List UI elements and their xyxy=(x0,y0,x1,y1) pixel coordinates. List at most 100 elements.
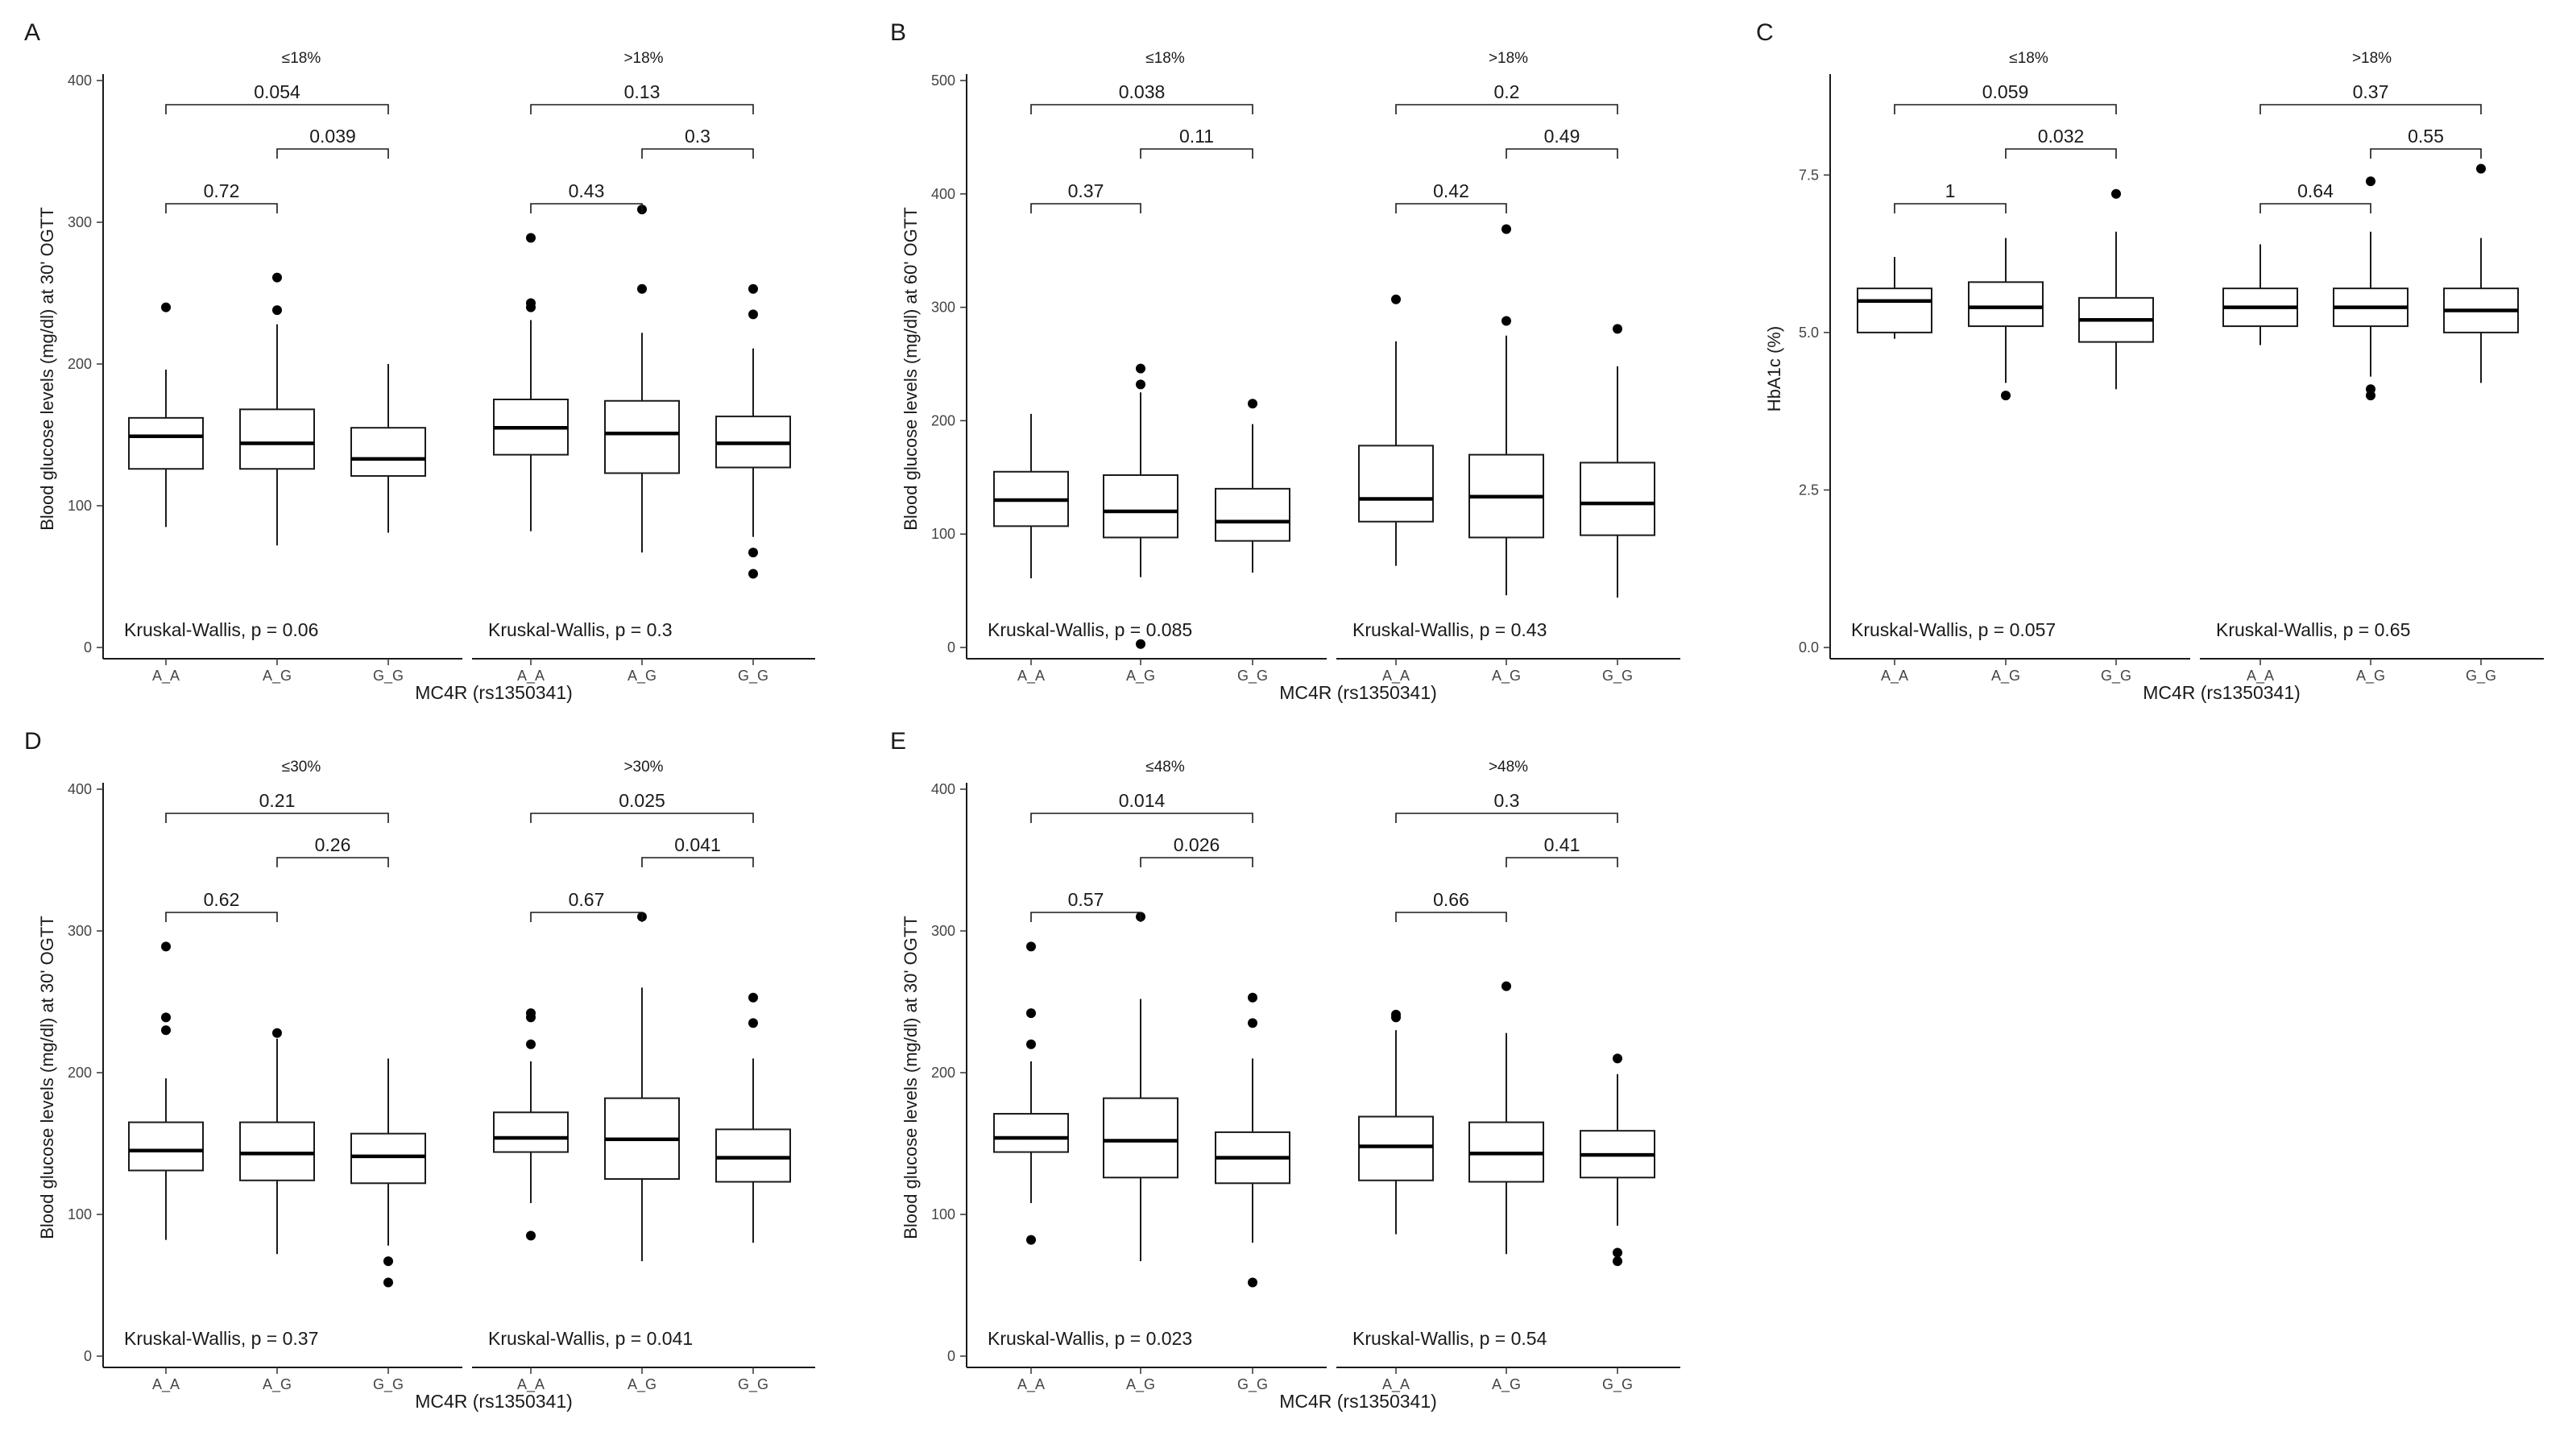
panel-letter: E xyxy=(890,728,906,755)
box-g-g xyxy=(350,1058,426,1288)
iqr-box xyxy=(1358,1115,1434,1181)
y-axis-label: Blood glucose levels (mg/dl) at 30' OGTT xyxy=(37,207,57,531)
y-tick-label: 400 xyxy=(68,781,92,797)
outlier-point xyxy=(272,305,282,316)
y-tick-label: 5.0 xyxy=(1799,325,1819,341)
outlier-point xyxy=(1613,1053,1622,1064)
x-tick-label: G_G xyxy=(1237,1376,1268,1393)
bracket-gg-vs-ag: 0.11 xyxy=(1140,126,1253,159)
p-value-label: 0.67 xyxy=(569,889,605,910)
bracket-ag-vs-aa: 1 xyxy=(1894,180,2007,213)
y-tick-label: 500 xyxy=(931,72,955,89)
p-value-label: 0.72 xyxy=(204,180,240,201)
x-tick-label: G_G xyxy=(1602,1376,1633,1393)
box-a-a xyxy=(1358,294,1434,566)
y-tick-label: 300 xyxy=(68,923,92,939)
p-value-label: 0.032 xyxy=(2038,126,2085,147)
y-tick-label: 100 xyxy=(68,1206,92,1222)
facet-1: ≤48% A_A A_G G_G 0.57 0.026 0.014 Kruskal-Walli… xyxy=(967,759,1327,1393)
bracket-line xyxy=(1030,813,1253,823)
bracket-ag-vs-aa: 0.57 xyxy=(1030,889,1141,922)
bracket-ag-vs-aa: 0.67 xyxy=(530,889,643,922)
outlier-point xyxy=(1391,1009,1401,1020)
box-g-g xyxy=(2443,163,2519,383)
x-tick-label: G_G xyxy=(738,668,768,685)
y-tick-label: 400 xyxy=(931,186,955,202)
bracket-line xyxy=(1030,203,1141,213)
outlier-point xyxy=(161,302,171,312)
outlier-point xyxy=(1248,1277,1257,1288)
panel-c: C 0.0 2.5 5.0 7.5 HbA1c (%) ≤18% A_A A_G G_G 1 0.03… xyxy=(1756,19,2544,703)
y-tick-label: 200 xyxy=(68,356,92,372)
facet-strip-label: ≤18% xyxy=(282,50,321,67)
outlier-point xyxy=(272,272,282,283)
x-tick-label: A_A xyxy=(1382,668,1410,685)
p-value-label: 0.62 xyxy=(204,889,240,910)
panel-letter: B xyxy=(890,19,906,46)
x-tick-label: G_G xyxy=(1237,668,1268,685)
outlier-point xyxy=(2001,391,2011,401)
p-value-label: 0.37 xyxy=(2353,81,2389,102)
kruskal-wallis-label: Kruskal-Wallis, p = 0.3 xyxy=(488,619,673,640)
y-axis-label: Blood glucose levels (mg/dl) at 30' OGTT xyxy=(901,916,921,1239)
bracket-ag-vs-aa: 0.72 xyxy=(165,180,278,213)
outlier-point xyxy=(1026,941,1036,952)
p-value-label: 0.37 xyxy=(1068,180,1104,201)
kruskal-wallis-label: Kruskal-Wallis, p = 0.057 xyxy=(1851,619,2056,640)
facet-strip-label: >18% xyxy=(2352,50,2392,67)
y-tick-label: 300 xyxy=(68,214,92,230)
outlier-point xyxy=(748,548,758,558)
bracket-gg-vs-aa: 0.059 xyxy=(1894,81,2117,114)
outlier-point xyxy=(748,309,758,320)
facet-strip-label: >18% xyxy=(1489,50,1528,67)
p-value-label: 0.014 xyxy=(1119,790,1166,811)
bracket-gg-vs-aa: 0.054 xyxy=(165,81,389,114)
outlier-point xyxy=(637,283,647,294)
bracket-gg-vs-ag: 0.3 xyxy=(641,126,754,159)
bracket-ag-vs-aa: 0.42 xyxy=(1395,180,1507,213)
y-axis-label: Blood glucose levels (mg/dl) at 60' OGTT xyxy=(901,207,921,531)
p-value-label: 0.025 xyxy=(619,790,665,811)
outlier-point xyxy=(272,1028,282,1038)
y-tick-label: 300 xyxy=(931,300,955,316)
panel-letter: D xyxy=(24,728,42,755)
facet-strip-label: >30% xyxy=(623,759,663,776)
p-value-label: 0.66 xyxy=(1433,889,1469,910)
p-value-label: 0.11 xyxy=(1179,126,1214,147)
y-tick-label: 100 xyxy=(931,1206,955,1222)
p-value-label: 0.26 xyxy=(315,834,351,855)
x-tick-label: A_A xyxy=(1017,668,1045,685)
box-a-a xyxy=(1358,1009,1434,1235)
bracket-gg-vs-aa: 0.13 xyxy=(530,81,754,114)
p-value-label: 0.3 xyxy=(1494,790,1520,811)
y-tick-label: 0.0 xyxy=(1799,639,1819,656)
box-a-g xyxy=(1103,363,1178,649)
bracket-gg-vs-aa: 0.21 xyxy=(165,790,389,823)
outlier-point xyxy=(1136,379,1145,390)
y-tick-label: 7.5 xyxy=(1799,167,1819,183)
y-tick-label: 200 xyxy=(931,1065,955,1081)
p-value-label: 0.038 xyxy=(1119,81,1166,102)
outlier-point xyxy=(1613,1256,1622,1267)
iqr-box xyxy=(1857,287,1932,333)
facet-strip-label: ≤18% xyxy=(1145,50,1185,67)
box-a-a xyxy=(128,941,204,1240)
box-a-a xyxy=(1857,257,1932,339)
box-a-a xyxy=(993,413,1069,579)
p-value-label: 0.13 xyxy=(624,81,661,102)
bracket-line xyxy=(276,148,389,159)
outlier-point xyxy=(1248,1018,1257,1028)
bracket-ag-vs-aa: 0.43 xyxy=(530,180,643,213)
y-tick-label: 0 xyxy=(84,639,92,656)
facet-1: ≤30% A_A A_G G_G 0.62 0.26 0.21 Kruskal-Wallis,… xyxy=(103,759,462,1393)
bracket-gg-vs-ag: 0.41 xyxy=(1506,834,1618,867)
p-value-label: 0.43 xyxy=(569,180,605,201)
outlier-point xyxy=(526,1008,536,1019)
box-a-g xyxy=(1468,224,1544,596)
outlier-point xyxy=(2476,163,2486,174)
box-a-g xyxy=(1968,238,2044,401)
kruskal-wallis-label: Kruskal-Wallis, p = 0.041 xyxy=(488,1328,693,1349)
bracket-line xyxy=(165,203,278,213)
kruskal-wallis-label: Kruskal-Wallis, p = 0.43 xyxy=(1352,619,1547,640)
